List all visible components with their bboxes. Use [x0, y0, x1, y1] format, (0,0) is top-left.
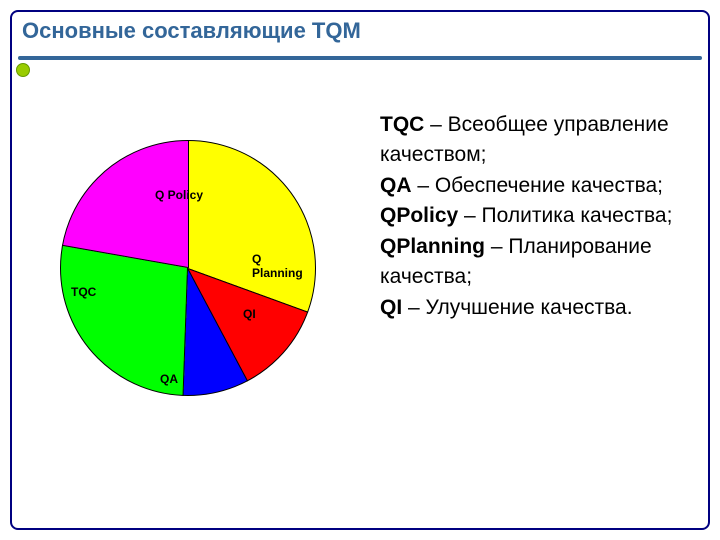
legend-desc: – Политика качества; [458, 204, 672, 227]
legend-term: QPolicy [380, 204, 458, 227]
legend-desc: – Всеобщее управление качеством; [380, 113, 669, 166]
legend-term: QA [380, 174, 412, 197]
legend-text: TQC – Всеобщее управление качеством;QA –… [360, 100, 700, 520]
pie-label-qi: QI [243, 307, 256, 321]
title-underline [18, 56, 702, 60]
pie-label-qpolicy: Q Policy [155, 188, 203, 202]
slide-content: Q Policy Q Planning QI QA TQC TQC – Всеобщее… [20, 100, 700, 520]
legend-desc: – Обеспечение качества; [412, 174, 664, 197]
legend-term: TQC [380, 113, 424, 136]
slide-title: Основные составляющие TQM [18, 18, 702, 44]
accent-dot-icon [16, 63, 30, 77]
legend-term: QPlanning [380, 235, 485, 258]
legend-item: QPlanning – Планирование качества; [380, 232, 690, 293]
legend-item: QPolicy – Политика качества; [380, 201, 690, 231]
slide-header: Основные составляющие TQM [18, 18, 702, 78]
pie-label-qplanning: Q Planning [252, 252, 303, 280]
pie-chart-area: Q Policy Q Planning QI QA TQC [20, 100, 360, 460]
pie-label-tqc: TQC [71, 285, 96, 299]
legend-item: QA – Обеспечение качества; [380, 171, 690, 201]
pie-divider [188, 140, 189, 268]
legend-desc: – Улучшение качества. [402, 296, 632, 319]
legend-term: QI [380, 296, 402, 319]
legend-item: QI – Улучшение качества. [380, 293, 690, 323]
legend-item: TQC – Всеобщее управление качеством; [380, 110, 690, 171]
pie-label-qa: QA [160, 372, 178, 386]
